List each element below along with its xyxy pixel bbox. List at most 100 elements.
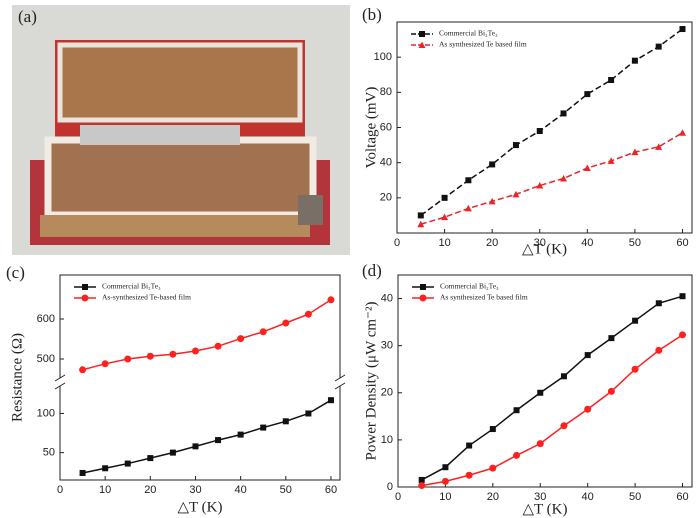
block xyxy=(298,195,323,225)
data-point xyxy=(169,350,177,358)
data-point xyxy=(537,389,544,396)
x-tick-label: 20 xyxy=(144,484,156,496)
data-point xyxy=(146,352,154,360)
data-point xyxy=(260,424,267,431)
data-point xyxy=(678,129,686,136)
data-point xyxy=(327,397,334,404)
data-point xyxy=(608,77,615,84)
data-point xyxy=(536,128,543,135)
axis-break xyxy=(334,374,346,382)
plot-frame xyxy=(397,274,693,488)
x-axis-label: △T (K) xyxy=(522,241,567,257)
module xyxy=(44,136,317,219)
x-tick-label: 20 xyxy=(486,237,498,249)
axis-break-gap xyxy=(57,378,63,386)
data-point xyxy=(655,43,662,50)
data-point xyxy=(631,148,639,156)
data-point xyxy=(488,197,496,205)
data-point xyxy=(101,360,109,368)
data-point xyxy=(513,451,521,459)
x-tick-label: 20 xyxy=(487,491,499,503)
legend-label: As synthesized Te based film xyxy=(439,40,527,49)
plot-frame xyxy=(59,274,341,481)
x-tick-label: 40 xyxy=(235,484,247,496)
data-point xyxy=(237,431,244,438)
series-line xyxy=(420,132,683,225)
legend-marker xyxy=(81,294,89,302)
data-point xyxy=(418,476,425,483)
data-point xyxy=(441,194,448,201)
data-point xyxy=(79,469,86,476)
x-tick-label: 50 xyxy=(280,484,292,496)
data-point xyxy=(584,352,591,359)
x-tick-label: 30 xyxy=(534,237,546,249)
data-point xyxy=(583,164,591,171)
data-point xyxy=(584,405,592,413)
series-line xyxy=(421,334,683,487)
panel-label: (c) xyxy=(6,263,25,282)
y-axis-label: Voltage (mV) xyxy=(363,87,379,169)
module xyxy=(57,42,303,123)
data-point xyxy=(124,460,131,467)
data-point xyxy=(417,220,425,228)
series-line xyxy=(82,299,332,371)
data-point xyxy=(631,57,638,64)
data-point xyxy=(679,293,686,300)
x-tick-label: 0 xyxy=(57,484,63,496)
data-point xyxy=(607,387,615,395)
y-axis-label: Power Density (μW cm⁻²) xyxy=(363,302,379,461)
data-point xyxy=(512,190,520,198)
series-line xyxy=(421,295,683,481)
y-tick-label: 10 xyxy=(381,434,393,446)
legend-label: Commercial Bi₂Te₃ xyxy=(440,282,499,291)
axis-break-gap xyxy=(337,378,343,386)
series-line xyxy=(82,399,332,474)
data-point xyxy=(560,373,567,380)
panel-label: (b) xyxy=(362,5,382,24)
data-point xyxy=(192,443,199,450)
data-point xyxy=(560,110,567,117)
data-point xyxy=(237,335,245,343)
legend-label: Commercial Bi₂Te₃ xyxy=(439,29,498,38)
panel-label: (d) xyxy=(362,261,382,280)
data-point xyxy=(536,440,544,448)
y-tick-label: 80 xyxy=(380,86,392,98)
legend-marker xyxy=(420,284,426,290)
axis-break xyxy=(54,374,66,382)
data-point xyxy=(417,212,424,219)
data-point xyxy=(489,464,497,472)
data-point xyxy=(679,26,686,33)
y-tick-label: 60 xyxy=(380,121,392,133)
data-point xyxy=(102,465,109,472)
y-tick-label: 30 xyxy=(381,340,393,352)
legend-label: As-synthesized Te-based film xyxy=(102,293,191,302)
y-tick-label: 40 xyxy=(380,157,392,169)
data-point xyxy=(536,182,544,189)
data-point xyxy=(679,331,687,339)
x-axis-label: △T (K) xyxy=(523,501,568,517)
x-tick-label: 40 xyxy=(581,237,593,249)
data-point xyxy=(560,174,568,182)
data-point xyxy=(214,342,222,350)
data-point xyxy=(441,213,449,221)
legend-marker xyxy=(82,284,88,290)
x-tick-label: 50 xyxy=(629,237,641,249)
y-tick-label: 20 xyxy=(380,192,392,204)
data-point xyxy=(608,335,615,342)
x-tick-label: 30 xyxy=(534,491,546,503)
x-tick-label: 10 xyxy=(99,484,111,496)
y-tick-label: 100 xyxy=(374,51,392,63)
axis-break xyxy=(54,382,66,390)
data-point xyxy=(79,366,87,374)
x-tick-label: 40 xyxy=(582,491,594,503)
y-axis-label: Resistance (Ω) xyxy=(9,333,25,422)
x-tick-label: 30 xyxy=(189,484,201,496)
data-point xyxy=(215,437,222,444)
data-point xyxy=(282,418,289,425)
data-point xyxy=(655,143,663,150)
x-tick-label: 60 xyxy=(325,484,337,496)
data-point xyxy=(489,426,496,433)
y-tick-label: 500 xyxy=(37,353,55,365)
x-tick-label: 60 xyxy=(676,237,688,249)
x-tick-label: 10 xyxy=(438,237,450,249)
